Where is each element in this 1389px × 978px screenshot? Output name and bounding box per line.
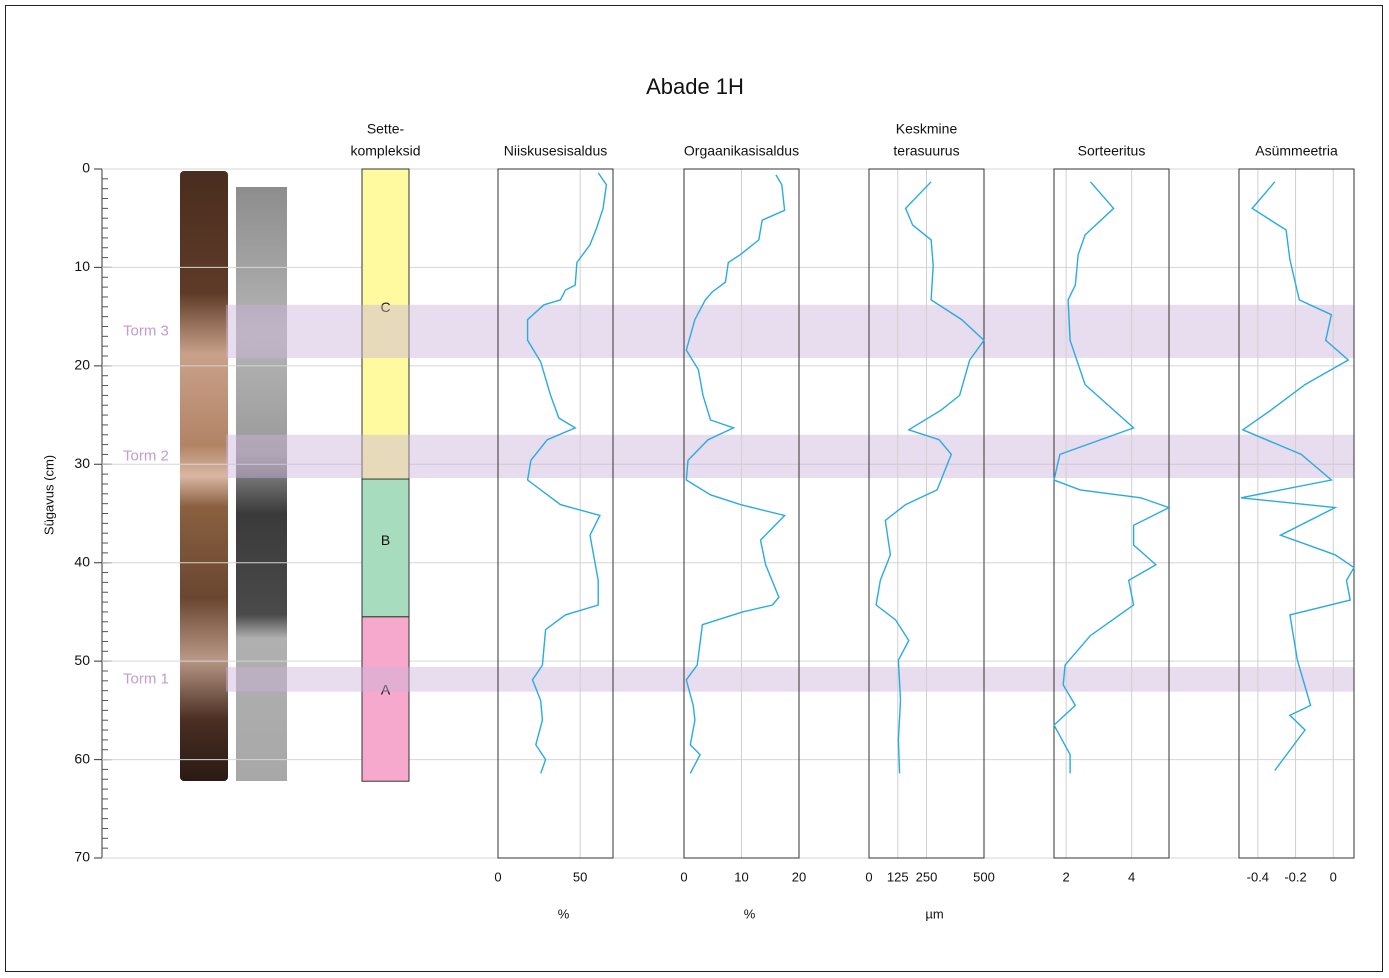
x-tick-label: 125 bbox=[887, 869, 909, 884]
x-axis-label: % bbox=[744, 906, 756, 921]
x-tick-label: 0 bbox=[865, 869, 872, 884]
x-tick-label: -0.2 bbox=[1284, 869, 1306, 884]
depth-tick-label: 10 bbox=[74, 258, 90, 274]
x-tick-label: 20 bbox=[792, 869, 806, 884]
core-xray bbox=[236, 187, 287, 781]
panel-title: Sorteeritus bbox=[1078, 143, 1146, 159]
depth-tick-label: 70 bbox=[74, 849, 90, 865]
storm-label: Torm 3 bbox=[123, 322, 169, 339]
depth-axis-label: Sügavus (cm) bbox=[41, 455, 56, 535]
core-photo bbox=[180, 171, 228, 781]
storm-band bbox=[226, 435, 1354, 478]
depth-tick-label: 50 bbox=[74, 652, 90, 668]
x-tick-label: 0 bbox=[1330, 869, 1337, 884]
depth-tick-label: 0 bbox=[82, 160, 90, 176]
x-tick-label: 500 bbox=[973, 869, 995, 884]
panel-frame bbox=[1054, 169, 1169, 858]
panel-title: Niiskusesisaldus bbox=[504, 143, 607, 159]
depth-tick-label: 30 bbox=[74, 455, 90, 471]
x-tick-label: 250 bbox=[916, 869, 938, 884]
storm-label: Torm 1 bbox=[123, 670, 169, 687]
depth-tick-label: 20 bbox=[74, 357, 90, 373]
units-title: kompleksid bbox=[350, 143, 420, 159]
panel-frame bbox=[1239, 169, 1354, 858]
x-axis-label: % bbox=[558, 906, 570, 921]
panel-title: Orgaanikasisaldus bbox=[684, 143, 799, 159]
x-tick-label: 50 bbox=[573, 869, 587, 884]
figure: Abade 1H Sügavus (cm) 010203040506070Set… bbox=[0, 0, 1389, 978]
storm-band bbox=[226, 667, 1354, 692]
x-tick-label: 10 bbox=[734, 869, 748, 884]
panel-frame bbox=[498, 169, 613, 858]
x-axis-label: µm bbox=[925, 906, 943, 921]
panel-title: Keskmine bbox=[896, 121, 958, 137]
unit-zone bbox=[362, 617, 409, 781]
unit-label: B bbox=[381, 532, 390, 548]
unit-zone bbox=[362, 479, 409, 617]
panel-title: Asümmeetria bbox=[1255, 143, 1338, 159]
depth-tick-label: 40 bbox=[74, 553, 90, 569]
units-title: Sette- bbox=[367, 121, 405, 137]
storm-band bbox=[226, 305, 1354, 358]
x-tick-label: 4 bbox=[1128, 869, 1135, 884]
x-tick-label: 0 bbox=[680, 869, 687, 884]
panel-title: terasuurus bbox=[893, 143, 959, 159]
x-tick-label: 0 bbox=[494, 869, 501, 884]
x-tick-label: -0.4 bbox=[1247, 869, 1269, 884]
depth-tick-label: 60 bbox=[74, 750, 90, 766]
x-tick-label: 2 bbox=[1063, 869, 1070, 884]
storm-label: Torm 2 bbox=[123, 447, 169, 464]
figure-title: Abade 1H bbox=[646, 74, 744, 99]
